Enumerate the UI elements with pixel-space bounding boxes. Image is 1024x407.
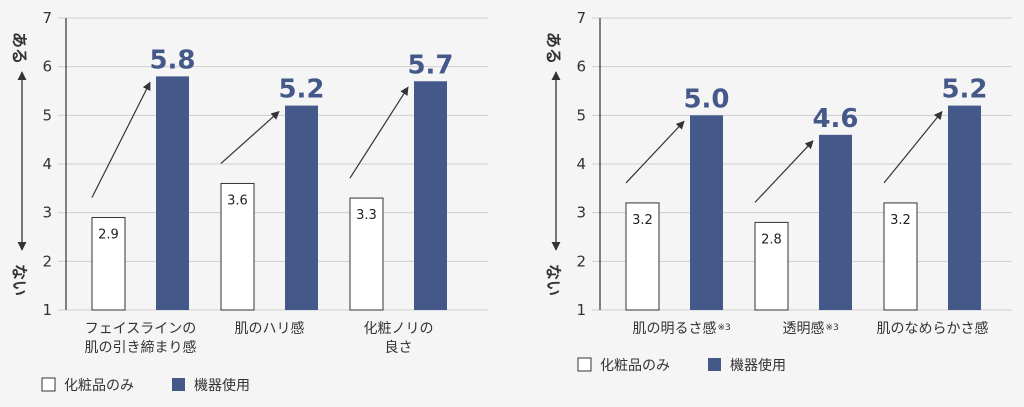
y-tick-label: 4 (576, 155, 586, 173)
legend: 化粧品のみ 機器使用 (41, 377, 250, 394)
bar-before (349, 197, 384, 311)
category-label: 肌のなめらかさ感 (877, 320, 989, 337)
category-label: 肌の引き締まり感 (85, 339, 197, 356)
bar-after-value: 5.0 (683, 84, 729, 114)
legend-label-after: 機器使用 (194, 377, 250, 394)
legend-swatch-after (708, 358, 721, 371)
bar-before (754, 221, 789, 311)
change-arrow (883, 110, 943, 184)
bar-after (819, 134, 852, 310)
y-tick-label: 2 (576, 252, 586, 270)
category-label: 透明感 (783, 320, 825, 337)
category-label: 化粧ノリの (364, 321, 434, 337)
y-tick-label: 2 (42, 252, 52, 270)
bar-before-value: 3.2 (890, 213, 911, 228)
bar-after (414, 81, 447, 311)
change-arrow (349, 86, 409, 179)
legend-swatch-after (172, 378, 185, 391)
bar-after (690, 115, 723, 310)
y-tick-label: 4 (42, 155, 52, 173)
y-tick-label: 6 (42, 58, 52, 76)
legend-swatch-before (577, 357, 592, 372)
legend: 化粧品のみ 機器使用 (577, 357, 786, 374)
bar-after-value: 5.8 (149, 45, 195, 75)
y-tick-label: 5 (42, 106, 52, 124)
bar-before-value: 3.3 (356, 208, 377, 223)
bar-after (948, 105, 981, 310)
legend-swatch-before (41, 377, 56, 392)
change-arrow (754, 140, 814, 203)
bar-before (91, 217, 126, 311)
category-label: 良さ (385, 340, 413, 356)
scale-top-label: ある (544, 32, 563, 64)
footnote-mark: ※3 (718, 323, 731, 333)
scale-top-label: ある (10, 32, 29, 64)
scale-bottom-label: ない (544, 264, 563, 296)
legend-label-before: 化粧品のみ (64, 378, 134, 394)
y-tick-label: 1 (576, 301, 586, 319)
bar-before (625, 202, 660, 311)
y-tick-label: 3 (42, 204, 52, 222)
bar-after-value: 5.2 (278, 75, 324, 105)
bar-before-value: 3.2 (632, 213, 653, 228)
y-tick-label: 3 (576, 204, 586, 222)
change-arrow (220, 111, 280, 164)
bar-before (883, 202, 918, 311)
y-tick-label: 7 (42, 9, 52, 27)
category-label: 肌の明るさ感 (633, 320, 717, 337)
category-label: フェイスラインの (85, 321, 197, 337)
bar-before-value: 2.9 (98, 228, 119, 243)
bar-after (156, 76, 189, 311)
change-arrow (625, 120, 685, 184)
bar-after-value: 4.6 (812, 104, 858, 134)
bar-after-value: 5.2 (941, 75, 987, 105)
bar-before-value: 2.8 (761, 232, 782, 247)
legend-label-before: 化粧品のみ (600, 358, 670, 374)
bar-after-value: 5.7 (407, 50, 453, 80)
category-label: 肌のハリ感 (235, 320, 305, 337)
bar-before (220, 182, 255, 311)
bar-after (285, 105, 318, 310)
y-tick-label: 7 (576, 9, 586, 27)
y-tick-label: 5 (576, 106, 586, 124)
legend-label-after: 機器使用 (730, 357, 786, 374)
bar-before-value: 3.6 (227, 193, 248, 208)
y-tick-label: 6 (576, 58, 586, 76)
y-tick-label: 1 (42, 301, 52, 319)
footnote-mark: ※3 (826, 323, 839, 333)
change-arrow (91, 81, 151, 198)
scale-bottom-label: ない (10, 264, 29, 296)
